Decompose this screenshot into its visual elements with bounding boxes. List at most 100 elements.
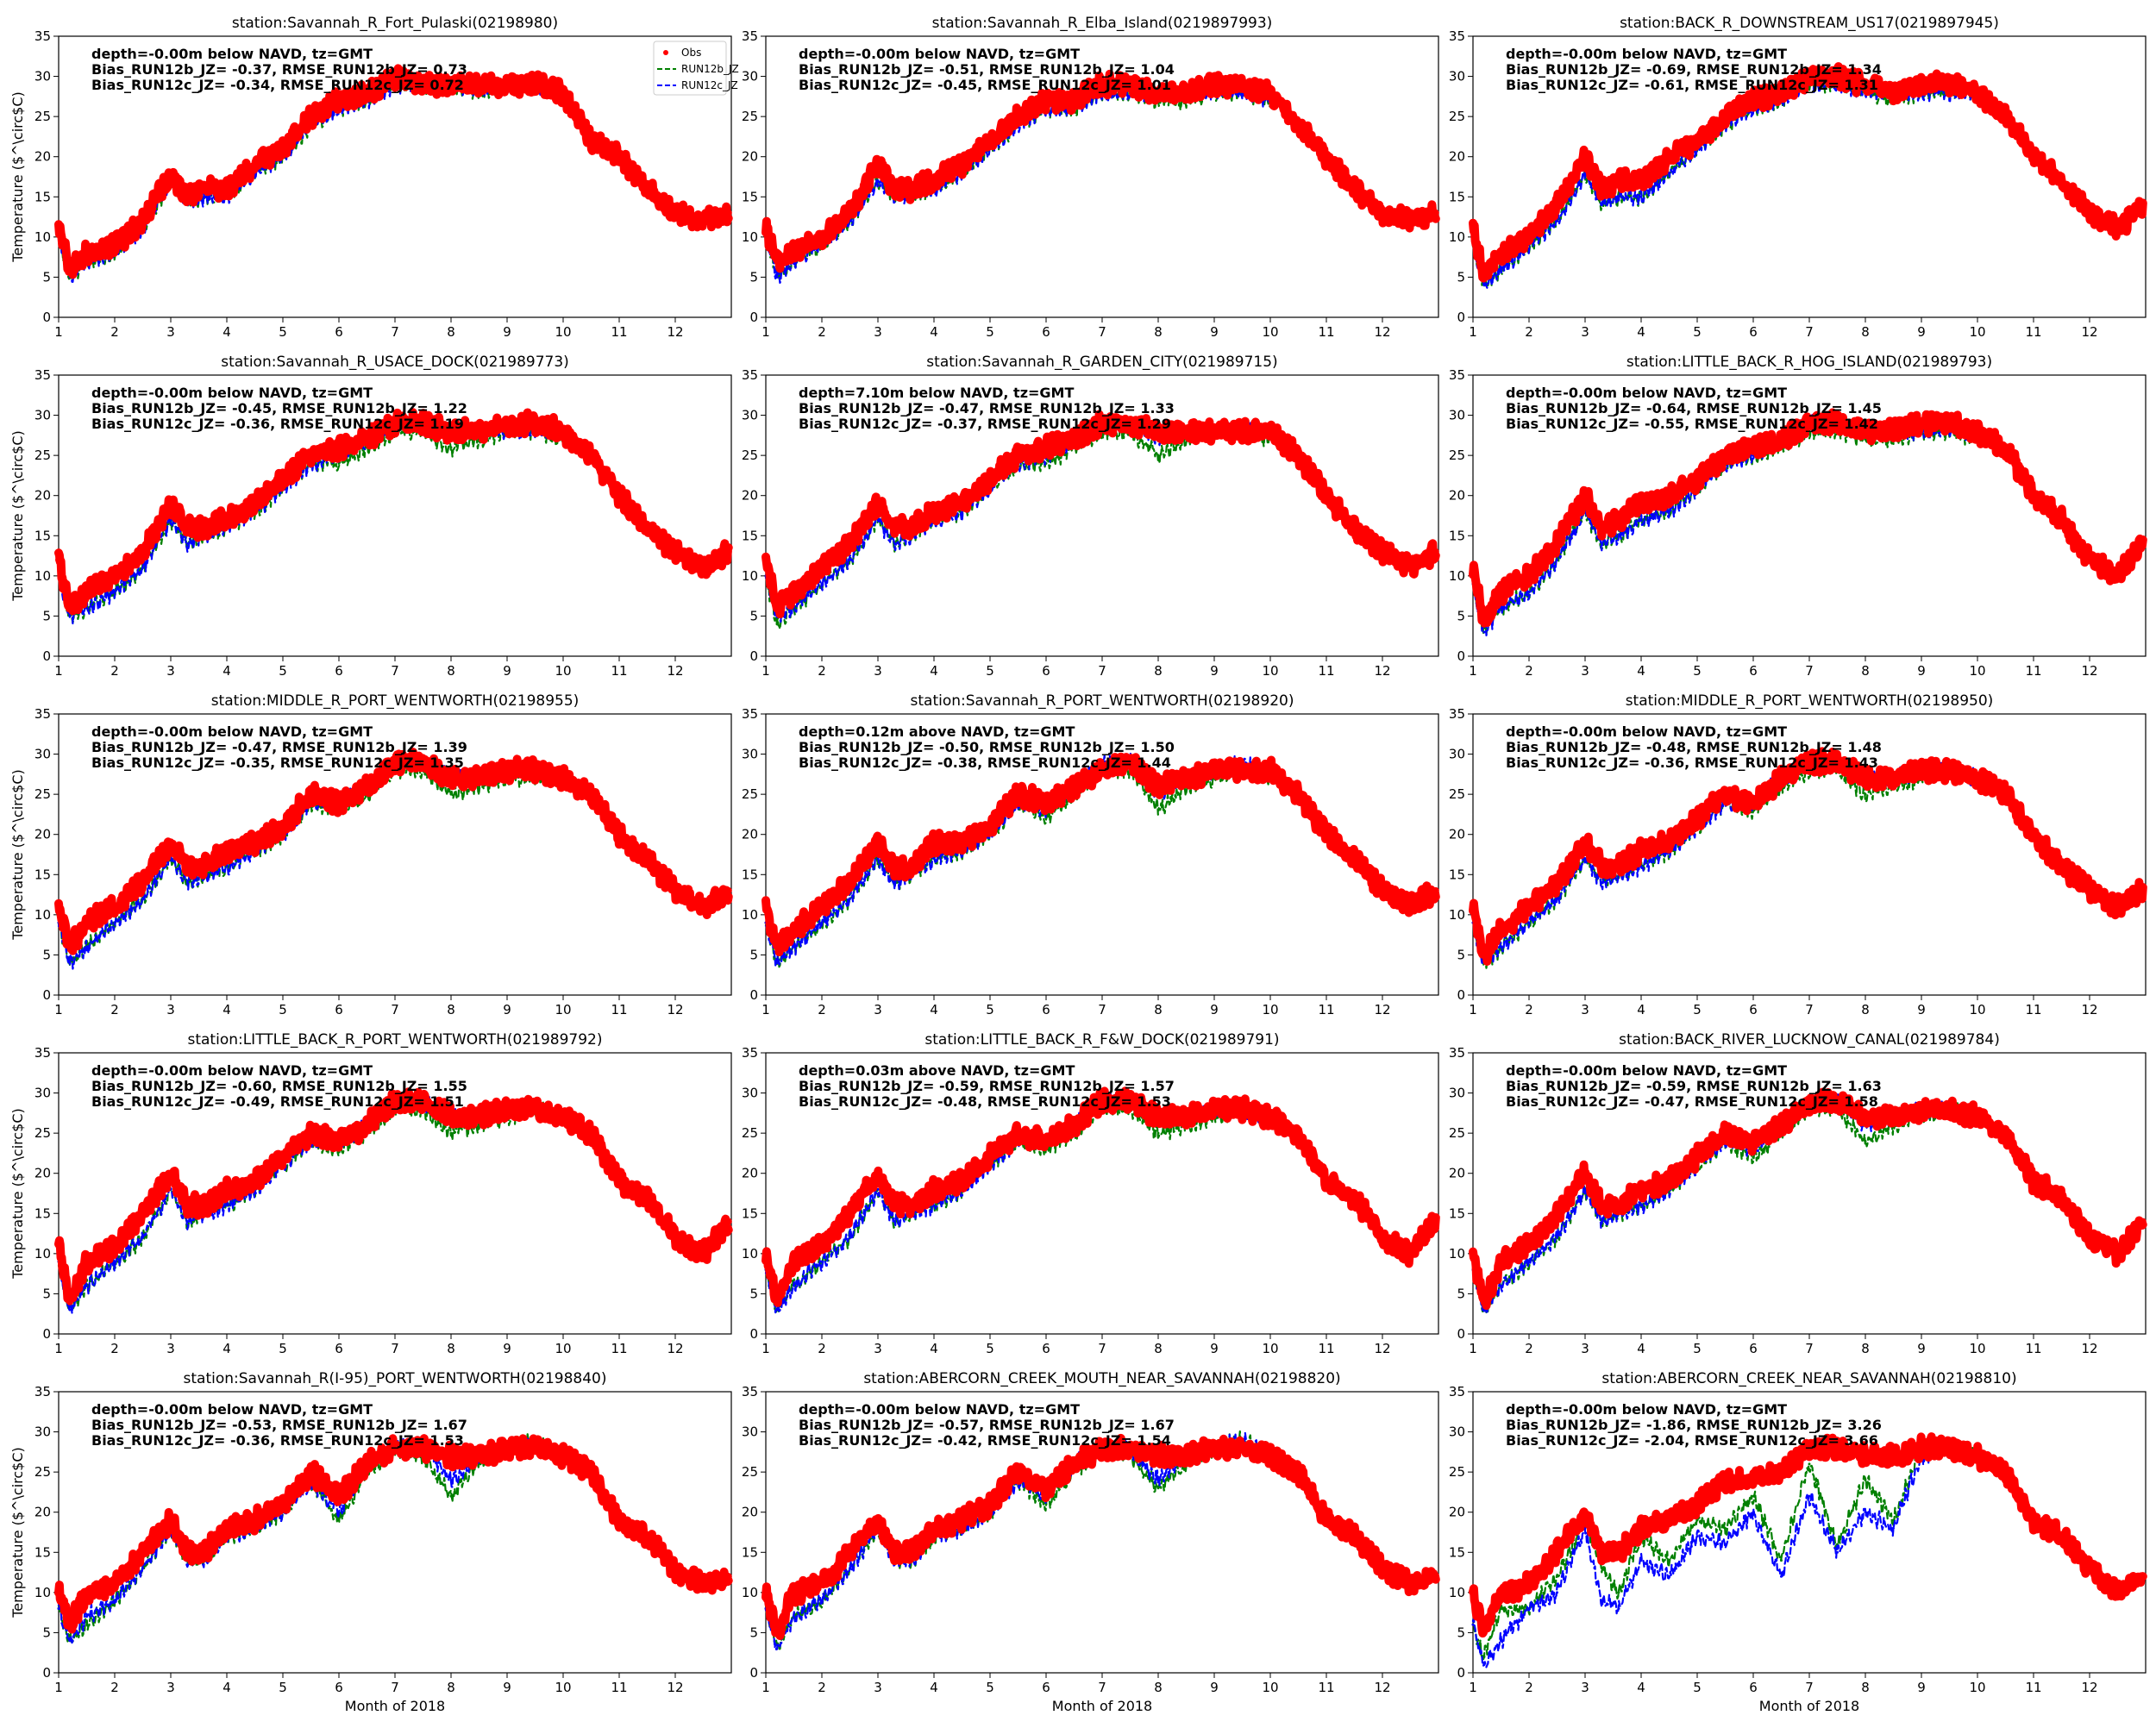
y-tick-label: 0	[1457, 1326, 1465, 1342]
data-point	[1721, 1130, 1729, 1137]
x-tick-label: 4	[1637, 1341, 1645, 1356]
data-point	[1211, 1105, 1218, 1113]
stats-annotation: Bias_RUN12b_JZ= -0.47, RMSE_RUN12b_JZ= 1…	[91, 739, 467, 755]
data-point	[1724, 1526, 1727, 1530]
x-tick-label: 2	[818, 1002, 826, 1017]
data-point	[85, 945, 88, 949]
x-tick-label: 3	[166, 1002, 175, 1017]
data-point	[1556, 1575, 1558, 1578]
x-tick-label: 8	[1861, 663, 1870, 679]
x-tick-label: 11	[611, 1002, 627, 1017]
data-point	[363, 89, 371, 97]
x-tick-label: 9	[1917, 1002, 1926, 1017]
data-point	[1407, 217, 1414, 225]
data-point	[2086, 886, 2093, 894]
x-tick-label: 2	[1525, 1002, 1533, 1017]
x-tick-label: 9	[1917, 663, 1926, 679]
y-tick-label: 35	[1449, 1384, 1465, 1399]
x-tick-label: 11	[2025, 1002, 2041, 1017]
x-tick-label: 8	[447, 663, 455, 679]
x-tick-label: 5	[986, 1680, 994, 1695]
data-point	[1379, 1234, 1386, 1242]
data-point	[2139, 886, 2147, 894]
data-point	[2139, 201, 2147, 209]
data-point	[1323, 153, 1330, 160]
y-tick-label: 15	[34, 867, 51, 882]
x-tick-label: 11	[611, 1680, 627, 1695]
data-point	[2002, 791, 2009, 798]
y-tick-label: 15	[1449, 867, 1465, 882]
data-point	[111, 241, 118, 249]
data-point	[2002, 1468, 2009, 1476]
x-tick-label: 9	[503, 663, 511, 679]
x-tick-label: 12	[1374, 1002, 1390, 1017]
data-point	[1099, 767, 1106, 774]
x-tick-label: 9	[1210, 663, 1219, 679]
data-point	[1777, 1121, 1785, 1129]
y-tick-label: 15	[742, 189, 758, 204]
data-point	[475, 1113, 483, 1121]
y-tick-label: 15	[742, 867, 758, 882]
y-tick-label: 25	[742, 1464, 758, 1480]
data-point	[392, 1097, 398, 1105]
data-point	[279, 823, 286, 830]
stats-annotation: Bias_RUN12b_JZ= -0.60, RMSE_RUN12b_JZ= 1…	[91, 1078, 467, 1094]
y-tick-label: 0	[749, 1326, 758, 1342]
y-tick-label: 35	[742, 28, 758, 44]
data-point	[223, 516, 230, 523]
series-Obs	[1469, 408, 2147, 628]
data-point	[1615, 1549, 1622, 1556]
stats-annotation: Bias_RUN12b_JZ= -0.51, RMSE_RUN12b_JZ= 1…	[799, 61, 1175, 78]
subplot-14: station:ABERCORN_CREEK_MOUTH_NEAR_SAVANN…	[742, 1370, 1440, 1714]
y-tick-label: 25	[1449, 109, 1465, 124]
subplot-4: station:Savannah_R_USACE_DOCK(021989773)…	[9, 354, 733, 679]
subplot-title: station:BACK_R_DOWNSTREAM_US17(021989794…	[1620, 15, 1999, 32]
x-tick-label: 5	[1693, 1341, 1702, 1356]
data-point	[1639, 1204, 1643, 1207]
stats-annotation: Bias_RUN12b_JZ= -0.59, RMSE_RUN12b_JZ= 1…	[1506, 1078, 1882, 1094]
stats-annotation: Bias_RUN12c_JZ= -0.45, RMSE_RUN12c_JZ= 1…	[799, 77, 1171, 93]
data-point	[1777, 89, 1785, 97]
x-tick-label: 8	[447, 324, 455, 340]
data-point	[1808, 1494, 1811, 1498]
data-point	[818, 1581, 825, 1588]
data-point	[1526, 903, 1532, 911]
data-point	[893, 1220, 896, 1224]
y-tick-label: 0	[42, 1326, 51, 1342]
data-point	[616, 830, 623, 838]
data-point	[1750, 443, 1757, 451]
data-point	[891, 185, 899, 192]
x-tick-label: 1	[761, 1680, 770, 1695]
data-point	[1432, 1218, 1439, 1225]
y-tick-label: 5	[749, 947, 758, 962]
x-tick-label: 1	[54, 1680, 63, 1695]
y-tick-label: 15	[742, 1544, 758, 1560]
y-tick-label: 0	[749, 648, 758, 664]
data-point	[1407, 564, 1414, 572]
data-point	[363, 1121, 371, 1129]
data-point	[1806, 72, 1813, 80]
data-point	[475, 1452, 483, 1460]
data-point	[2030, 1517, 2037, 1525]
x-tick-label: 5	[986, 1002, 994, 1017]
data-point	[1833, 72, 1841, 80]
data-point	[1721, 452, 1729, 460]
x-tick-label: 9	[1210, 1341, 1219, 1356]
data-point	[392, 419, 398, 427]
x-tick-label: 12	[667, 324, 683, 340]
stats-annotation: depth=-0.00m below NAVD, tz=GMT	[799, 1401, 1080, 1418]
data-point	[1526, 233, 1532, 241]
data-point	[1182, 774, 1190, 782]
x-tick-label: 4	[222, 324, 231, 340]
data-point	[774, 1298, 780, 1305]
x-tick-label: 1	[761, 1341, 770, 1356]
data-point	[1497, 588, 1505, 596]
data-point	[251, 161, 259, 169]
data-point	[775, 623, 779, 626]
y-tick-label: 30	[742, 1086, 758, 1101]
data-point	[1638, 1525, 1645, 1532]
data-point	[504, 1444, 511, 1452]
data-point	[2114, 903, 2122, 911]
y-tick-label: 15	[1449, 528, 1465, 543]
